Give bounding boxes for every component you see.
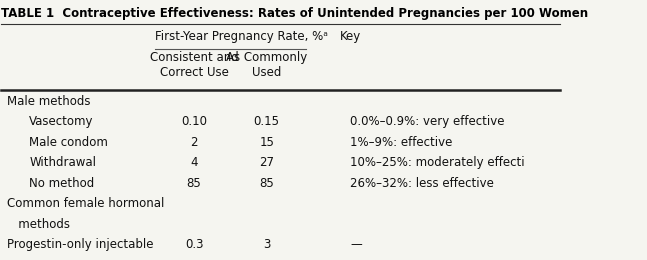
Text: Progestin-only injectable: Progestin-only injectable [7, 238, 153, 251]
Text: Consistent and
Correct Use: Consistent and Correct Use [149, 51, 239, 79]
Text: methods: methods [7, 218, 70, 231]
Text: Withdrawal: Withdrawal [29, 156, 96, 169]
Text: 10%–25%: moderately effecti: 10%–25%: moderately effecti [351, 156, 525, 169]
Text: Key: Key [340, 30, 361, 43]
Text: No method: No method [29, 177, 94, 190]
Text: Male condom: Male condom [29, 136, 108, 149]
Text: 3: 3 [263, 238, 270, 251]
Text: 27: 27 [259, 156, 274, 169]
Text: Vasectomy: Vasectomy [29, 115, 94, 128]
Text: 15: 15 [259, 136, 274, 149]
Text: First-Year Pregnancy Rate, %ᵃ: First-Year Pregnancy Rate, %ᵃ [155, 30, 328, 43]
Text: Male methods: Male methods [7, 95, 91, 108]
Text: TABLE 1  Contraceptive Effectiveness: Rates of Unintended Pregnancies per 100 Wo: TABLE 1 Contraceptive Effectiveness: Rat… [1, 7, 589, 20]
Text: 0.0%–0.9%: very effective: 0.0%–0.9%: very effective [351, 115, 505, 128]
Text: 0.15: 0.15 [254, 115, 280, 128]
Text: 85: 85 [187, 177, 201, 190]
Text: —: — [351, 238, 362, 251]
Text: 0.3: 0.3 [185, 238, 203, 251]
Text: 85: 85 [259, 177, 274, 190]
Text: 2: 2 [190, 136, 198, 149]
Text: 4: 4 [190, 156, 198, 169]
Text: 1%–9%: effective: 1%–9%: effective [351, 136, 453, 149]
Text: As Commonly
Used: As Commonly Used [226, 51, 307, 79]
Text: 0.10: 0.10 [181, 115, 207, 128]
Text: 26%–32%: less effective: 26%–32%: less effective [351, 177, 494, 190]
Text: Common female hormonal: Common female hormonal [7, 197, 164, 210]
